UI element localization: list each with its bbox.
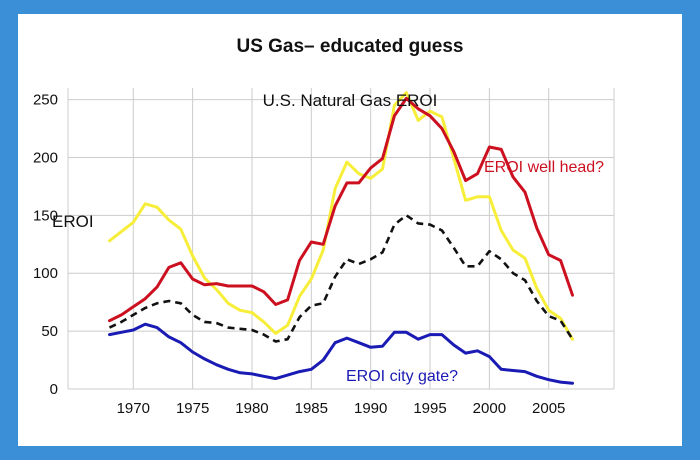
y-axis-label: EROI: [52, 212, 94, 231]
y-tick-label: 200: [33, 149, 58, 166]
grid: [67, 88, 615, 390]
x-tick-label: 1985: [295, 400, 328, 417]
x-tick-label: 2000: [473, 400, 506, 417]
chart-panel: [18, 14, 682, 446]
y-tick-label: 250: [33, 92, 58, 109]
y-tick-label: 50: [41, 323, 58, 340]
series-line-2: [108, 214, 574, 343]
series-line-3: [108, 322, 574, 385]
y-tick-labels: 0 50 100 150 200 250: [33, 92, 58, 398]
x-tick-labels: 1970 1975 1980 1985 1990 1995 2000 2005: [117, 400, 566, 417]
x-tick-label: 1980: [235, 400, 268, 417]
x-tick-label: 2005: [532, 400, 565, 417]
series-line-1: [108, 91, 574, 341]
y-tick-label: 150: [33, 207, 58, 224]
y-tick-label: 0: [50, 381, 58, 398]
series-lines: [108, 91, 574, 385]
page-title: US Gas– educated guess: [236, 36, 464, 57]
series-line-0: [108, 96, 574, 323]
series-label-city-gate: EROI city gate?: [346, 368, 458, 385]
series-label-well-head: EROI well head?: [484, 159, 604, 176]
x-tick-label: 1975: [176, 400, 209, 417]
x-tick-label: 1995: [413, 400, 446, 417]
y-tick-label: 100: [33, 265, 58, 282]
chart-title: U.S. Natural Gas EROI: [263, 91, 438, 110]
x-tick-label: 1990: [354, 400, 387, 417]
x-tick-label: 1970: [117, 400, 150, 417]
